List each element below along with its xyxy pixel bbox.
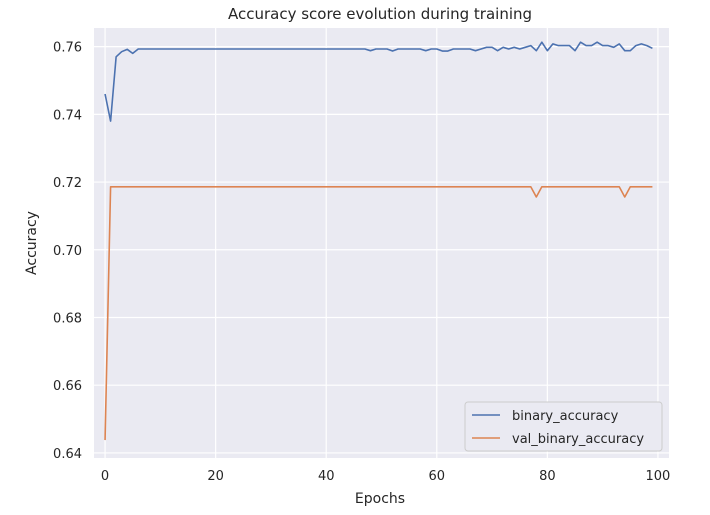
y-tick-label: 0.70 [53, 244, 82, 259]
x-tick-label: 80 [539, 469, 556, 484]
y-tick-label: 0.72 [53, 176, 82, 191]
y-tick-label: 0.68 [53, 311, 82, 326]
legend: binary_accuracy val_binary_accuracy [464, 401, 663, 452]
x-tick-label: 0 [101, 469, 109, 484]
grid-lines [94, 28, 669, 458]
x-tick-label: 60 [429, 469, 446, 484]
y-tick-label: 0.66 [53, 379, 82, 394]
series-line-val-binary-accuracy [104, 186, 653, 441]
legend-label-val-binary-accuracy: val_binary_accuracy [512, 432, 644, 447]
x-tick-labels: 0 20 40 60 80 100 [101, 469, 670, 484]
y-tick-label: 0.74 [53, 108, 82, 123]
plot-area [94, 28, 669, 458]
legend-label-binary-accuracy: binary_accuracy [512, 409, 619, 424]
chart-title: Accuracy score evolution during training [228, 5, 532, 23]
y-axis-title: Accuracy [24, 211, 40, 275]
y-tick-label: 0.76 [53, 41, 82, 56]
x-tick-label: 100 [646, 469, 671, 484]
x-tick-label: 40 [318, 469, 335, 484]
x-tick-label: 20 [207, 469, 224, 484]
y-tick-labels: 0.64 0.66 0.68 0.70 0.72 0.74 0.76 [53, 41, 82, 462]
legend-box [464, 401, 663, 452]
x-axis-title: Epochs [355, 491, 405, 507]
y-tick-label: 0.64 [53, 447, 82, 462]
series-lines [104, 41, 653, 441]
series-line-binary-accuracy [104, 41, 653, 122]
